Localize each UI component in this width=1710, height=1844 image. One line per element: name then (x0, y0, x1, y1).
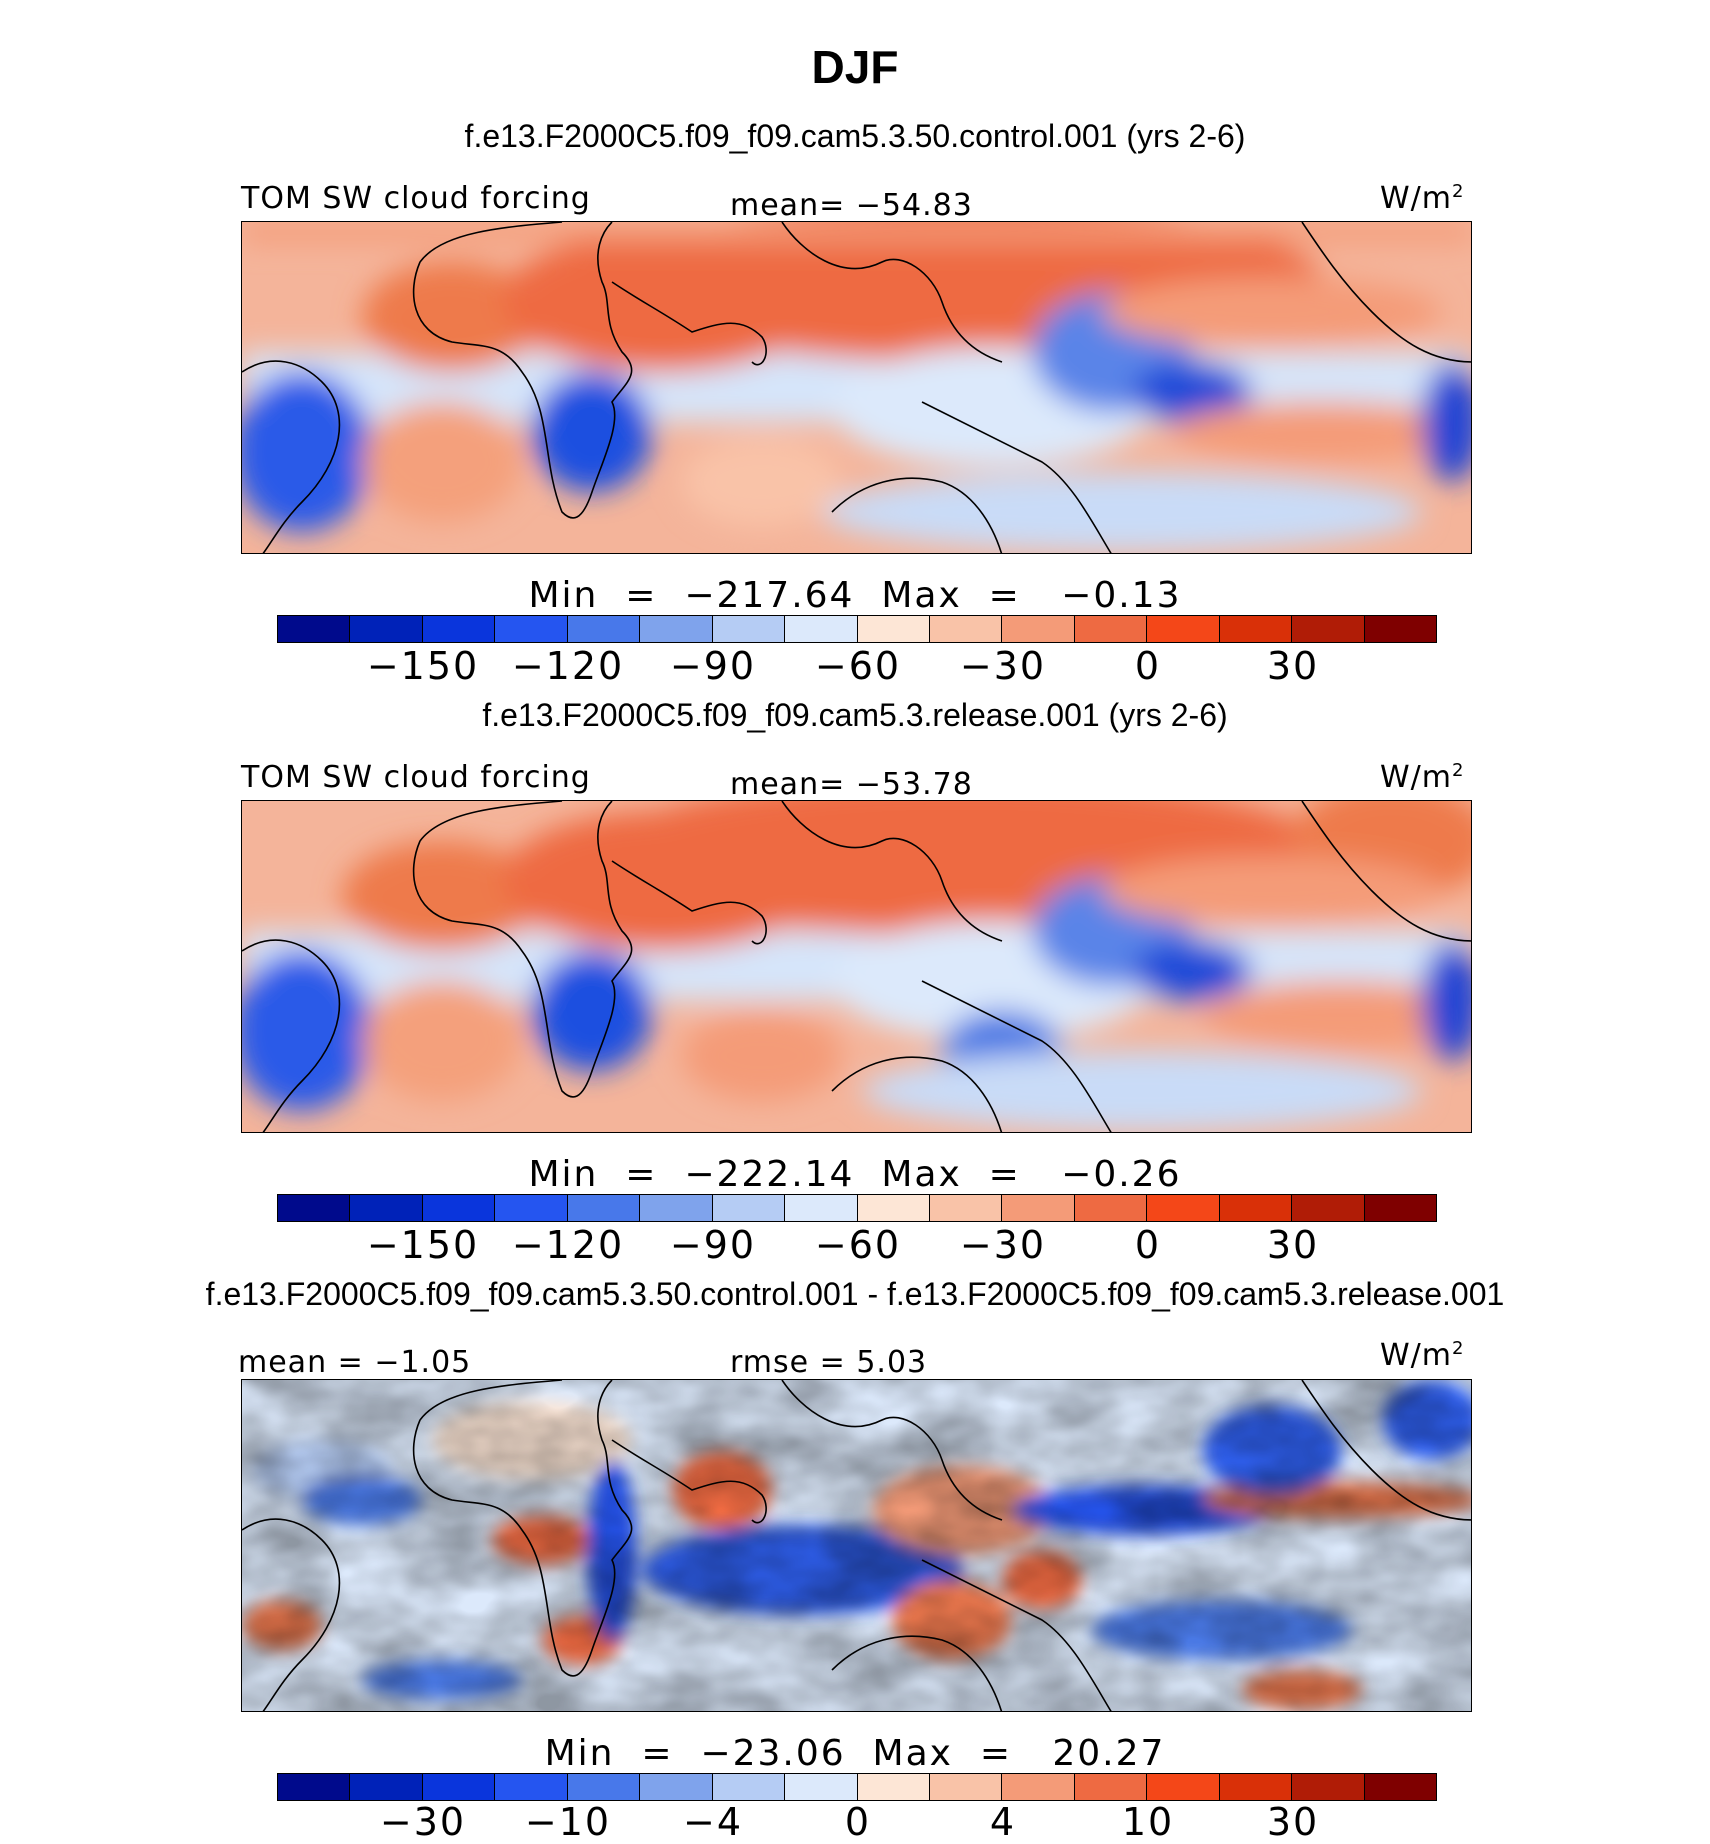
panel-2-tick-label: −30 (959, 1223, 1047, 1267)
colorbar-swatch (785, 1195, 858, 1221)
colorbar-swatch (1364, 1774, 1436, 1800)
panel-3-tick-label: −10 (524, 1800, 612, 1844)
panel-2-tick-label: −120 (511, 1223, 625, 1267)
colorbar-swatch (929, 1195, 1003, 1221)
panel-1-case-title: f.e13.F2000C5.f09_f09.cam5.3.50.control.… (464, 118, 1246, 154)
colorbar-swatch (1002, 616, 1075, 642)
colorbar-swatch (1074, 1195, 1148, 1221)
panel-2-map (241, 800, 1472, 1133)
panel-2-mean: mean= −53.78 (730, 767, 973, 802)
panel-3-tick-label: 0 (844, 1800, 872, 1844)
colorbar-swatch (1074, 616, 1148, 642)
panel-3-rmse: rmse = 5.03 (730, 1345, 928, 1380)
panel-1-tick-label: 30 (1266, 644, 1320, 688)
colorbar-swatch (567, 616, 641, 642)
colorbar-swatch (712, 1195, 786, 1221)
colorbar-swatch (278, 1774, 351, 1800)
colorbar-swatch (1364, 1195, 1436, 1221)
colorbar-swatch (712, 1774, 786, 1800)
panel-2-min-max: Min = −222.14 Max = −0.26 (528, 1154, 1182, 1195)
colorbar-swatch (1292, 616, 1365, 642)
panel-1-map (241, 221, 1472, 554)
colorbar-swatch (1292, 1195, 1365, 1221)
colorbar-swatch (1147, 1774, 1220, 1800)
colorbar-swatch (422, 616, 496, 642)
colorbar-swatch (1002, 1195, 1075, 1221)
panel-3-tick-label: −4 (682, 1800, 744, 1844)
panel-3-min-max: Min = −23.06 Max = 20.27 (544, 1733, 1166, 1774)
panel-1-tick-label: −90 (669, 644, 757, 688)
colorbar-swatch (1074, 1774, 1148, 1800)
panel-1-units: W/m2 (1380, 181, 1465, 216)
colorbar-swatch (495, 616, 568, 642)
colorbar-swatch (1002, 1774, 1075, 1800)
panel-3-tick-label: 30 (1266, 1800, 1320, 1844)
panel-3-mean: mean = −1.05 (238, 1345, 472, 1380)
panel-2-tick-label: 30 (1266, 1223, 1320, 1267)
colorbar-swatch (785, 616, 858, 642)
colorbar-swatch (278, 616, 351, 642)
panel-2-case-title: f.e13.F2000C5.f09_f09.cam5.3.release.001… (482, 697, 1228, 733)
panel-2-colorbar (277, 1194, 1437, 1222)
colorbar-swatch (1292, 1774, 1365, 1800)
panel-2-tick-label: 0 (1134, 1223, 1162, 1267)
colorbar-swatch (495, 1195, 568, 1221)
panel-3-case-title: f.e13.F2000C5.f09_f09.cam5.3.50.control.… (205, 1276, 1505, 1312)
panel-1-tick-label: −120 (511, 644, 625, 688)
colorbar-swatch (640, 616, 713, 642)
colorbar-swatch (495, 1774, 568, 1800)
colorbar-swatch (712, 616, 786, 642)
colorbar-swatch (929, 1774, 1003, 1800)
panel-3-map (241, 1379, 1472, 1712)
panel-3-tick-label: 10 (1121, 1800, 1175, 1844)
colorbar-swatch (1147, 616, 1220, 642)
panel-3-tick-label: 4 (989, 1800, 1017, 1844)
colorbar-swatch (1219, 616, 1293, 642)
panel-1-colorbar (277, 615, 1437, 643)
figure-title: DJF (811, 41, 899, 93)
colorbar-swatch (857, 1774, 930, 1800)
panel-2-tick-label: −150 (366, 1223, 480, 1267)
colorbar-swatch (929, 616, 1003, 642)
colorbar-swatch (278, 1195, 351, 1221)
colorbar-swatch (640, 1774, 713, 1800)
panel-1-mean: mean= −54.83 (730, 188, 973, 223)
colorbar-swatch (1147, 1195, 1220, 1221)
panel-2-tick-label: −90 (669, 1223, 757, 1267)
colorbar-swatch (422, 1774, 496, 1800)
panel-3-colorbar (277, 1773, 1437, 1801)
panel-2-tick-label: −60 (814, 1223, 902, 1267)
panel-1-tick-label: −60 (814, 644, 902, 688)
panel-1-tick-label: 0 (1134, 644, 1162, 688)
colorbar-swatch (785, 1774, 858, 1800)
colorbar-swatch (857, 616, 930, 642)
colorbar-swatch (567, 1774, 641, 1800)
panel-3-units: W/m2 (1380, 1338, 1465, 1373)
panel-1-tick-label: −30 (959, 644, 1047, 688)
panel-2-units: W/m2 (1380, 760, 1465, 795)
colorbar-swatch (567, 1195, 641, 1221)
colorbar-swatch (640, 1195, 713, 1221)
panel-1-variable-label: TOM SW cloud forcing (241, 181, 591, 216)
colorbar-swatch (422, 1195, 496, 1221)
colorbar-swatch (1364, 616, 1436, 642)
colorbar-swatch (350, 1195, 423, 1221)
panel-1-tick-label: −150 (366, 644, 480, 688)
colorbar-swatch (1219, 1195, 1293, 1221)
colorbar-swatch (350, 1774, 423, 1800)
panel-3-tick-label: −30 (379, 1800, 467, 1844)
colorbar-swatch (1219, 1774, 1293, 1800)
panel-2-variable-label: TOM SW cloud forcing (241, 760, 591, 795)
colorbar-swatch (857, 1195, 930, 1221)
colorbar-swatch (350, 616, 423, 642)
panel-1-min-max: Min = −217.64 Max = −0.13 (528, 575, 1182, 616)
